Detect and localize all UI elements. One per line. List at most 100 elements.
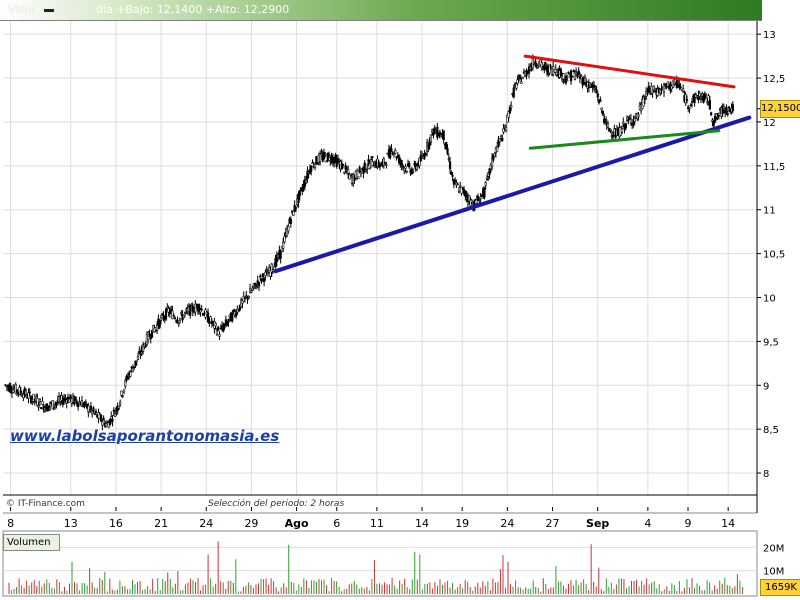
x-tick-label: 16 [109,517,123,530]
candle-body [287,226,290,232]
volume-chart[interactable]: 20M 10M [0,530,800,600]
candle-body [32,393,35,402]
candle-body [651,90,654,94]
candle-body [135,360,138,363]
y-tick-label: 8,5 [763,425,779,436]
candle-body [313,163,317,168]
candle-body [75,401,78,405]
candle-body [596,93,599,98]
candle-body [237,310,240,312]
candle-body [715,113,718,118]
candle-body [178,317,182,321]
candle-body [519,75,522,79]
candle-body [105,423,108,427]
candle-body [595,89,598,92]
candle-body [325,160,328,163]
candle-body [540,62,543,69]
candle-body [725,106,728,113]
candle-body [4,384,7,386]
candle-body [405,170,408,173]
candle-body [433,127,436,131]
candle-body [41,400,44,405]
candle-body [531,58,534,69]
candle-body [301,188,304,192]
candle-body [113,413,117,417]
valor-label: Valor [8,3,36,16]
x-tick-label: 6 [333,517,340,530]
x-tick-label: 19 [455,517,469,530]
candle-body [599,99,602,102]
candle-body [606,123,610,128]
candle-body [214,322,217,327]
candle-body [693,93,696,104]
candle-body [679,86,682,89]
candle-body [311,162,314,165]
candle-body [549,65,552,68]
y-tick-label: 10 [763,294,776,305]
candle-body [451,174,454,177]
candle-body [217,326,220,331]
candle-body [54,403,57,406]
candle-body [484,182,487,186]
candle-body [682,88,685,92]
candle-body [559,68,562,76]
candle-body [14,384,17,394]
candle-body [501,137,504,142]
price-chart[interactable]: 13 12,5 12 11,5 11 10,5 10 9,5 9 8,5 8 8 13 16 21 24 29 A… [0,0,800,530]
candle-body [603,118,606,123]
candle-body [27,392,30,399]
candle-body [465,194,468,198]
candle-body [521,76,524,80]
x-tick-label: 21 [154,517,168,530]
candle-body [708,100,711,110]
candle-body [689,104,692,107]
candle-body [520,81,523,84]
candle-body [161,313,164,316]
candle-body [377,161,380,167]
candle-body [324,153,327,156]
candle-body [412,171,415,173]
candle-body [108,418,112,425]
x-tick-label: 4 [644,517,651,530]
website-link[interactable]: www.labolsaporantonomasia.es [10,427,280,445]
candle-body [139,354,142,356]
candle-body [712,120,715,127]
candle-body [36,398,39,406]
candle-body [94,411,98,413]
candle-body [88,410,91,413]
candle-body [112,409,115,412]
candle-body [61,400,64,405]
x-tick-label: 24 [199,517,213,530]
candle-body [470,199,473,203]
candle-body [282,241,285,249]
candle-body [512,87,515,98]
candle-body [51,400,54,410]
candle-body [571,75,574,78]
x-tick-label: 14 [721,517,735,530]
candle-body [227,320,230,323]
candle-body [191,305,194,312]
candle-body [604,116,607,119]
candle-body [55,402,58,404]
x-tick-label: Sep [586,517,609,530]
candle-body [401,165,405,168]
candle-body [572,70,575,73]
y-tick-label: 11,5 [763,162,785,173]
y-tick-label: 9 [763,381,769,392]
candle-body [60,395,63,401]
candle-body [727,106,731,109]
candle-body [150,330,154,338]
candle-body [445,141,448,150]
candle-body [569,70,573,82]
candle-body [120,390,123,396]
candle-body [383,161,387,164]
candle-body [408,163,411,168]
candle-body [292,210,295,216]
candle-body [182,314,185,319]
candle-body [620,128,624,133]
candle-body [305,179,308,184]
candle-body [493,153,496,157]
candle-body [633,117,636,122]
candle-body [343,171,346,174]
y-tick-label: 11 [763,206,776,217]
